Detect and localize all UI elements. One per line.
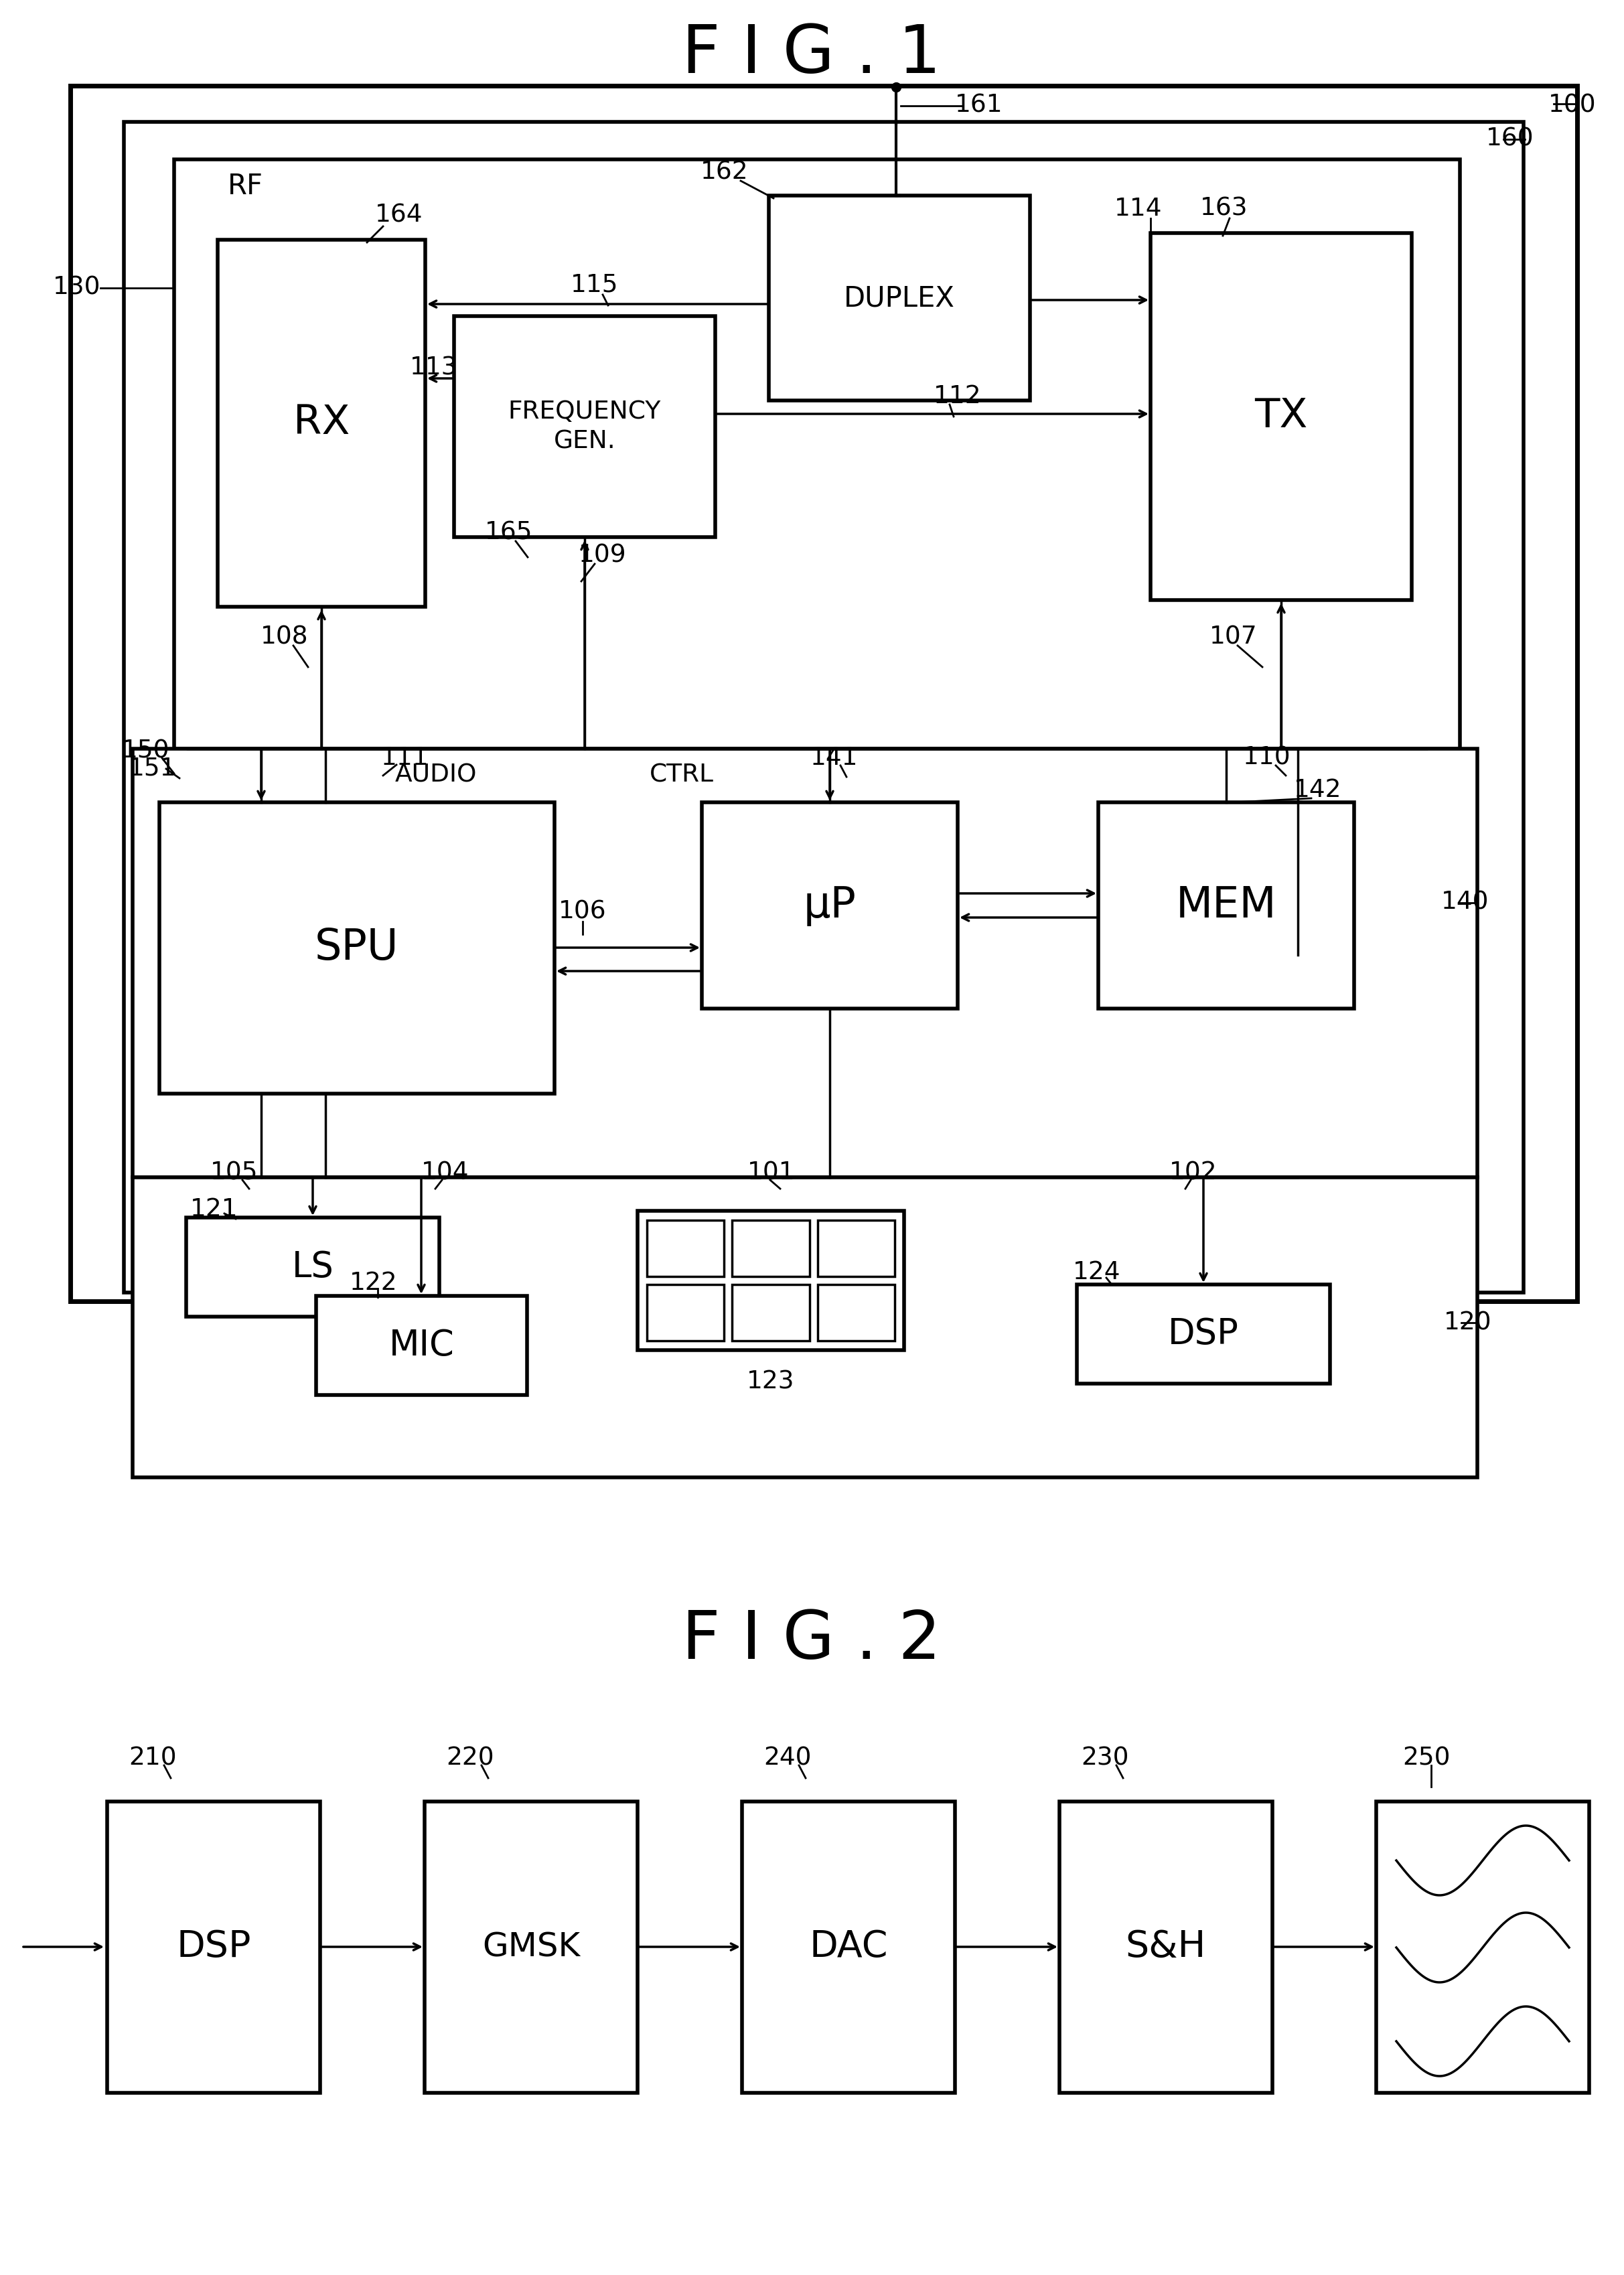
Text: RX: RX xyxy=(294,403,349,444)
Bar xyxy=(424,1802,638,2093)
Bar xyxy=(702,803,958,1008)
Bar xyxy=(742,1802,955,2093)
Text: AUDIO: AUDIO xyxy=(395,764,477,787)
Bar xyxy=(1376,1802,1590,2093)
Text: 120: 120 xyxy=(1444,1310,1492,1335)
Text: 142: 142 xyxy=(1294,778,1341,803)
Bar xyxy=(187,1217,440,1317)
Text: F I G . 1: F I G . 1 xyxy=(682,23,942,86)
Text: F I G . 2: F I G . 2 xyxy=(682,1608,942,1674)
Bar xyxy=(646,1219,724,1276)
Bar xyxy=(1098,803,1354,1008)
Bar xyxy=(455,316,715,537)
Text: 163: 163 xyxy=(1200,198,1249,221)
Bar xyxy=(1059,1802,1273,2093)
Text: 114: 114 xyxy=(1114,198,1163,221)
Bar xyxy=(1077,1285,1330,1383)
Text: DSP: DSP xyxy=(1168,1317,1239,1351)
Text: 130: 130 xyxy=(54,275,101,300)
Bar xyxy=(768,196,1030,400)
Text: DUPLEX: DUPLEX xyxy=(844,284,955,312)
Text: RF: RF xyxy=(227,173,263,200)
Text: 104: 104 xyxy=(421,1160,469,1185)
Text: 111: 111 xyxy=(382,746,429,771)
Text: 230: 230 xyxy=(1082,1745,1129,1770)
Text: 124: 124 xyxy=(1073,1260,1121,1285)
Bar xyxy=(817,1219,895,1276)
Text: GMSK: GMSK xyxy=(482,1931,580,1963)
Bar xyxy=(732,1285,809,1340)
Text: 108: 108 xyxy=(260,626,309,651)
Bar xyxy=(817,1285,895,1340)
Text: MIC: MIC xyxy=(388,1329,455,1363)
Text: 151: 151 xyxy=(128,758,177,780)
Bar xyxy=(1150,232,1411,601)
Text: 160: 160 xyxy=(1486,127,1535,152)
Text: DSP: DSP xyxy=(177,1929,252,1966)
Bar xyxy=(70,86,1577,1301)
Text: CTRL: CTRL xyxy=(650,764,715,787)
Text: 162: 162 xyxy=(700,162,749,184)
Text: 102: 102 xyxy=(1169,1160,1218,1185)
Text: 250: 250 xyxy=(1403,1745,1450,1770)
Bar xyxy=(317,1297,528,1395)
Text: 210: 210 xyxy=(128,1745,177,1770)
Bar xyxy=(732,1219,809,1276)
Bar xyxy=(107,1802,320,2093)
Text: FREQUENCY: FREQUENCY xyxy=(508,400,661,423)
Text: 121: 121 xyxy=(190,1197,239,1222)
Bar xyxy=(174,159,1460,748)
Text: 165: 165 xyxy=(486,521,533,544)
Text: 240: 240 xyxy=(763,1745,812,1770)
Bar xyxy=(133,748,1478,1178)
Text: 164: 164 xyxy=(375,202,424,228)
Text: 106: 106 xyxy=(559,901,607,924)
Text: 140: 140 xyxy=(1442,892,1489,915)
Text: LS: LS xyxy=(292,1249,335,1285)
Bar xyxy=(646,1285,724,1340)
Text: 107: 107 xyxy=(1210,626,1257,651)
Bar xyxy=(218,239,425,607)
Text: 105: 105 xyxy=(211,1160,258,1185)
Text: 100: 100 xyxy=(1548,93,1596,118)
Text: DAC: DAC xyxy=(809,1929,888,1966)
Text: 110: 110 xyxy=(1242,746,1291,771)
Bar xyxy=(123,123,1523,1292)
Text: GEN.: GEN. xyxy=(554,430,615,453)
Text: 122: 122 xyxy=(349,1272,398,1294)
Text: S&H: S&H xyxy=(1125,1929,1207,1966)
Text: 150: 150 xyxy=(122,739,171,764)
Bar xyxy=(133,1178,1478,1476)
Text: 123: 123 xyxy=(747,1370,794,1395)
Text: 141: 141 xyxy=(810,746,859,771)
Bar xyxy=(638,1210,905,1349)
Text: 220: 220 xyxy=(447,1745,494,1770)
Text: μP: μP xyxy=(804,885,856,926)
Text: MEM: MEM xyxy=(1176,885,1276,926)
Text: 109: 109 xyxy=(578,544,627,569)
Text: 112: 112 xyxy=(934,384,981,410)
Bar xyxy=(159,803,554,1094)
Text: TX: TX xyxy=(1255,396,1307,437)
Text: SPU: SPU xyxy=(315,928,400,969)
Text: 113: 113 xyxy=(409,357,458,380)
Text: 115: 115 xyxy=(570,273,619,298)
Text: 101: 101 xyxy=(747,1160,796,1185)
Text: 161: 161 xyxy=(955,93,1004,118)
